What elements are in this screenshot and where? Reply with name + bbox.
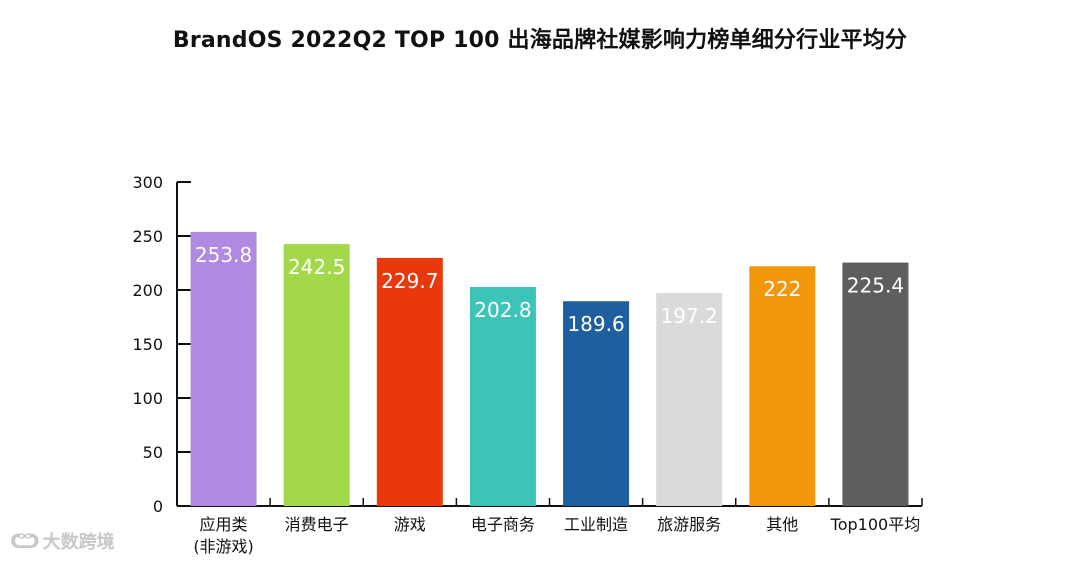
category-label: 电子商务 bbox=[471, 515, 535, 534]
data-label: 222 bbox=[763, 277, 801, 301]
data-label: 253.8 bbox=[195, 243, 252, 267]
bar bbox=[749, 266, 816, 506]
data-label: 197.2 bbox=[661, 304, 718, 328]
data-label: 225.4 bbox=[847, 274, 904, 298]
bar bbox=[469, 286, 536, 506]
data-label: 229.7 bbox=[381, 269, 438, 293]
chart-title: BrandOS 2022Q2 TOP 100 出海品牌社媒影响力榜单细分行业平均… bbox=[172, 28, 908, 53]
y-tick-label: 200 bbox=[132, 281, 163, 300]
category-label: 游戏 bbox=[394, 515, 426, 534]
category-label: 应用类 bbox=[200, 515, 248, 534]
bar bbox=[376, 257, 443, 506]
watermark-text: 大数跨境 bbox=[42, 532, 115, 553]
y-tick-label: 50 bbox=[143, 443, 163, 462]
data-label: 189.6 bbox=[567, 312, 624, 336]
data-label: 242.5 bbox=[288, 255, 345, 279]
category-label: 工业制造 bbox=[564, 515, 628, 534]
watermark: ᕦᕤ 大数跨境 bbox=[10, 528, 115, 554]
y-tick-label: 300 bbox=[132, 173, 163, 192]
category-label: 消费电子 bbox=[285, 515, 349, 534]
category-label: 其他 bbox=[766, 515, 798, 534]
bar bbox=[842, 262, 909, 506]
bar bbox=[190, 231, 257, 506]
bar bbox=[283, 244, 350, 506]
bar bbox=[656, 293, 723, 506]
y-tick-label: 150 bbox=[132, 335, 163, 354]
data-label: 202.8 bbox=[474, 298, 531, 322]
bar bbox=[563, 301, 630, 506]
category-label: 旅游服务 bbox=[657, 515, 721, 534]
y-tick-label: 0 bbox=[153, 497, 163, 516]
dashujuajing-logo-icon: ᕦᕤ bbox=[10, 529, 40, 553]
y-tick-label: 250 bbox=[132, 227, 163, 246]
y-tick-label: 100 bbox=[132, 389, 163, 408]
category-label: Top100平均 bbox=[830, 515, 921, 534]
category-label: (非游戏) bbox=[193, 537, 254, 556]
